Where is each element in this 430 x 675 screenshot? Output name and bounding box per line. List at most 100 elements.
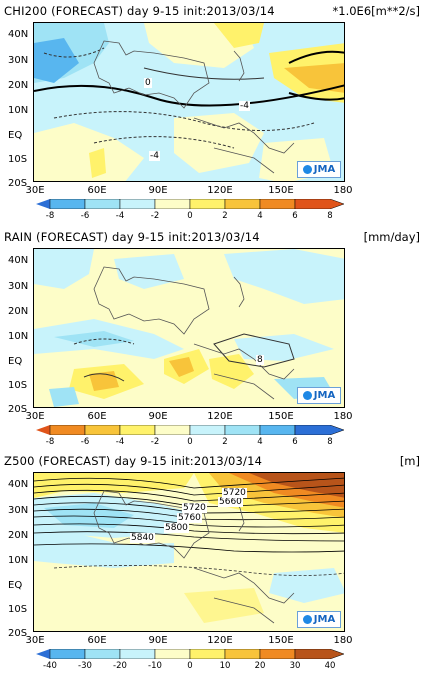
colorbar-label: -8 bbox=[45, 437, 55, 447]
lon-label: 120E bbox=[207, 411, 233, 422]
colorbar bbox=[36, 649, 344, 659]
jma-text: JMA bbox=[313, 614, 336, 625]
colorbar-label: 6 bbox=[292, 437, 298, 447]
lat-label: EQ bbox=[8, 580, 23, 591]
lon-label: 150E bbox=[268, 185, 294, 196]
panel-chi200: CHI200 (FORECAST) day 9-15 init:2013/03/… bbox=[0, 0, 430, 225]
colorbar-segment bbox=[119, 425, 156, 435]
colorbar-segment bbox=[294, 425, 344, 435]
contour-label: 5840 bbox=[130, 533, 155, 543]
panel-unit: [mm/day] bbox=[363, 230, 420, 244]
colorbar-label: -10 bbox=[148, 661, 162, 671]
panel-title: Z500 (FORECAST) day 9-15 init:2013/03/14 bbox=[4, 454, 263, 468]
contour-label: 5760 bbox=[177, 513, 202, 523]
colorbar-label: -30 bbox=[78, 661, 92, 671]
colorbar-label: 4 bbox=[257, 437, 263, 447]
lat-label: 20S bbox=[8, 404, 28, 415]
colorbar-label: 2 bbox=[222, 437, 228, 447]
colorbar-segment bbox=[224, 649, 261, 659]
contour-label: -4 bbox=[239, 101, 250, 111]
lat-label: 30N bbox=[8, 505, 29, 516]
colorbar-label: -4 bbox=[115, 437, 125, 447]
map-chi200: 0 -4 -4 JMA bbox=[33, 22, 345, 182]
lon-label: 120E bbox=[207, 635, 233, 646]
colorbar-segment bbox=[36, 199, 50, 209]
panel-unit: [m] bbox=[399, 454, 420, 468]
lon-label: 30E bbox=[25, 635, 45, 646]
colorbar-label: 40 bbox=[324, 661, 336, 671]
colorbar-label: 10 bbox=[219, 661, 231, 671]
colorbar-segment bbox=[49, 199, 86, 209]
lon-label: 90E bbox=[148, 185, 168, 196]
lon-label: 90E bbox=[148, 635, 168, 646]
lon-label: 180 bbox=[333, 635, 353, 646]
lat-label: 20S bbox=[8, 178, 28, 189]
contour-label: 5720 bbox=[182, 503, 207, 513]
jma-text: JMA bbox=[313, 164, 336, 175]
colorbar-segment bbox=[84, 425, 121, 435]
lat-label: 10S bbox=[8, 154, 28, 165]
colorbar-segment bbox=[224, 425, 261, 435]
colorbar-segment bbox=[154, 649, 191, 659]
contour-label: 0 bbox=[144, 78, 152, 88]
colorbar-segment bbox=[84, 199, 121, 209]
lat-label: 10N bbox=[8, 105, 29, 116]
lat-label: 20N bbox=[8, 306, 29, 317]
contour-label: 5660 bbox=[218, 497, 243, 507]
jma-icon bbox=[302, 615, 312, 624]
colorbar-label: 8 bbox=[327, 437, 333, 447]
colorbar-label: -6 bbox=[80, 211, 90, 221]
colorbar-segment bbox=[154, 199, 191, 209]
lon-label: 60E bbox=[87, 185, 107, 196]
jma-text: JMA bbox=[313, 390, 336, 401]
lat-label: EQ bbox=[8, 356, 23, 367]
colorbar-segment bbox=[294, 199, 344, 209]
lat-label: 20N bbox=[8, 80, 29, 91]
lat-label: 10N bbox=[8, 331, 29, 342]
colorbar-segment bbox=[119, 649, 156, 659]
lon-label: 30E bbox=[25, 411, 45, 422]
colorbar-segment bbox=[189, 199, 226, 209]
colorbar-segment bbox=[189, 649, 226, 659]
lat-label: 20S bbox=[8, 628, 28, 639]
lat-label: 30N bbox=[8, 55, 29, 66]
lon-label: 150E bbox=[268, 635, 294, 646]
lon-label: 90E bbox=[148, 411, 168, 422]
panel-unit: *1.0E6[m**2/s] bbox=[332, 4, 420, 18]
lon-label: 30E bbox=[25, 185, 45, 196]
jma-icon bbox=[302, 165, 312, 174]
lon-label: 180 bbox=[333, 411, 353, 422]
colorbar-segment bbox=[259, 649, 296, 659]
map-z500: 5720 5760 5800 5840 5660 5720 JMA bbox=[33, 472, 345, 632]
panel-title: RAIN (FORECAST) day 9-15 init:2013/03/14 bbox=[4, 230, 260, 244]
colorbar bbox=[36, 425, 344, 435]
jma-icon bbox=[302, 391, 312, 400]
lat-label: 10S bbox=[8, 380, 28, 391]
map-rain: 8 JMA bbox=[33, 248, 345, 408]
lat-label: 20N bbox=[8, 530, 29, 541]
lat-label: 40N bbox=[8, 255, 29, 266]
lat-label: 40N bbox=[8, 479, 29, 490]
colorbar-label: 0 bbox=[187, 661, 193, 671]
colorbar-label: -40 bbox=[43, 661, 57, 671]
colorbar-segment bbox=[36, 425, 50, 435]
lon-label: 120E bbox=[207, 185, 233, 196]
panel-rain: RAIN (FORECAST) day 9-15 init:2013/03/14… bbox=[0, 226, 430, 451]
lat-label: 40N bbox=[8, 29, 29, 40]
colorbar bbox=[36, 199, 344, 209]
contour-label: 8 bbox=[256, 355, 264, 365]
colorbar-label: -4 bbox=[115, 211, 125, 221]
lon-label: 180 bbox=[333, 185, 353, 196]
colorbar-segment bbox=[119, 199, 156, 209]
colorbar-segment bbox=[36, 649, 50, 659]
colorbar-label: -20 bbox=[113, 661, 127, 671]
lat-label: 30N bbox=[8, 281, 29, 292]
colorbar-label: -2 bbox=[150, 211, 160, 221]
lon-label: 60E bbox=[87, 635, 107, 646]
colorbar-segment bbox=[259, 425, 296, 435]
contour-label: 5800 bbox=[164, 523, 189, 533]
colorbar-segment bbox=[259, 199, 296, 209]
colorbar-label: -2 bbox=[150, 437, 160, 447]
lat-label: EQ bbox=[8, 130, 23, 141]
lon-label: 60E bbox=[87, 411, 107, 422]
